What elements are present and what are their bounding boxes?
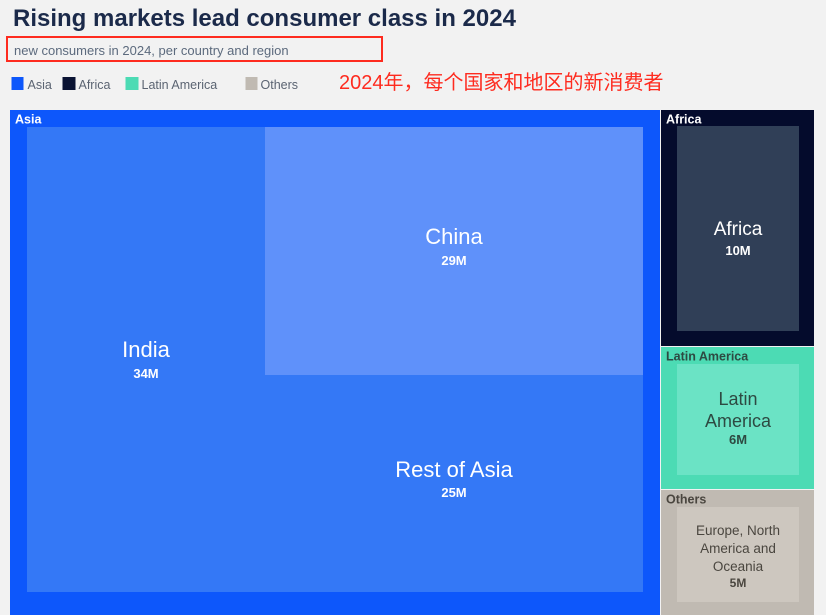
svg-text:Europe, North: Europe, North bbox=[696, 523, 780, 538]
svg-text:29M: 29M bbox=[441, 253, 466, 268]
svg-text:Rest of Asia: Rest of Asia bbox=[395, 457, 513, 482]
svg-text:Africa: Africa bbox=[714, 219, 763, 240]
svg-text:25M: 25M bbox=[441, 485, 466, 500]
svg-text:6M: 6M bbox=[729, 432, 747, 447]
svg-text:10M: 10M bbox=[725, 243, 750, 258]
svg-text:34M: 34M bbox=[133, 366, 158, 381]
svg-text:America: America bbox=[705, 411, 772, 431]
svg-text:Oceania: Oceania bbox=[713, 559, 764, 574]
svg-text:America and: America and bbox=[700, 541, 776, 556]
svg-text:Africa: Africa bbox=[666, 113, 702, 127]
svg-text:5M: 5M bbox=[730, 576, 747, 590]
svg-text:Others: Others bbox=[666, 493, 706, 507]
svg-text:India: India bbox=[122, 337, 170, 362]
svg-text:China: China bbox=[425, 224, 483, 249]
svg-text:Latin: Latin bbox=[718, 389, 757, 409]
svg-text:Asia: Asia bbox=[15, 113, 42, 127]
svg-text:Latin America: Latin America bbox=[666, 350, 749, 364]
